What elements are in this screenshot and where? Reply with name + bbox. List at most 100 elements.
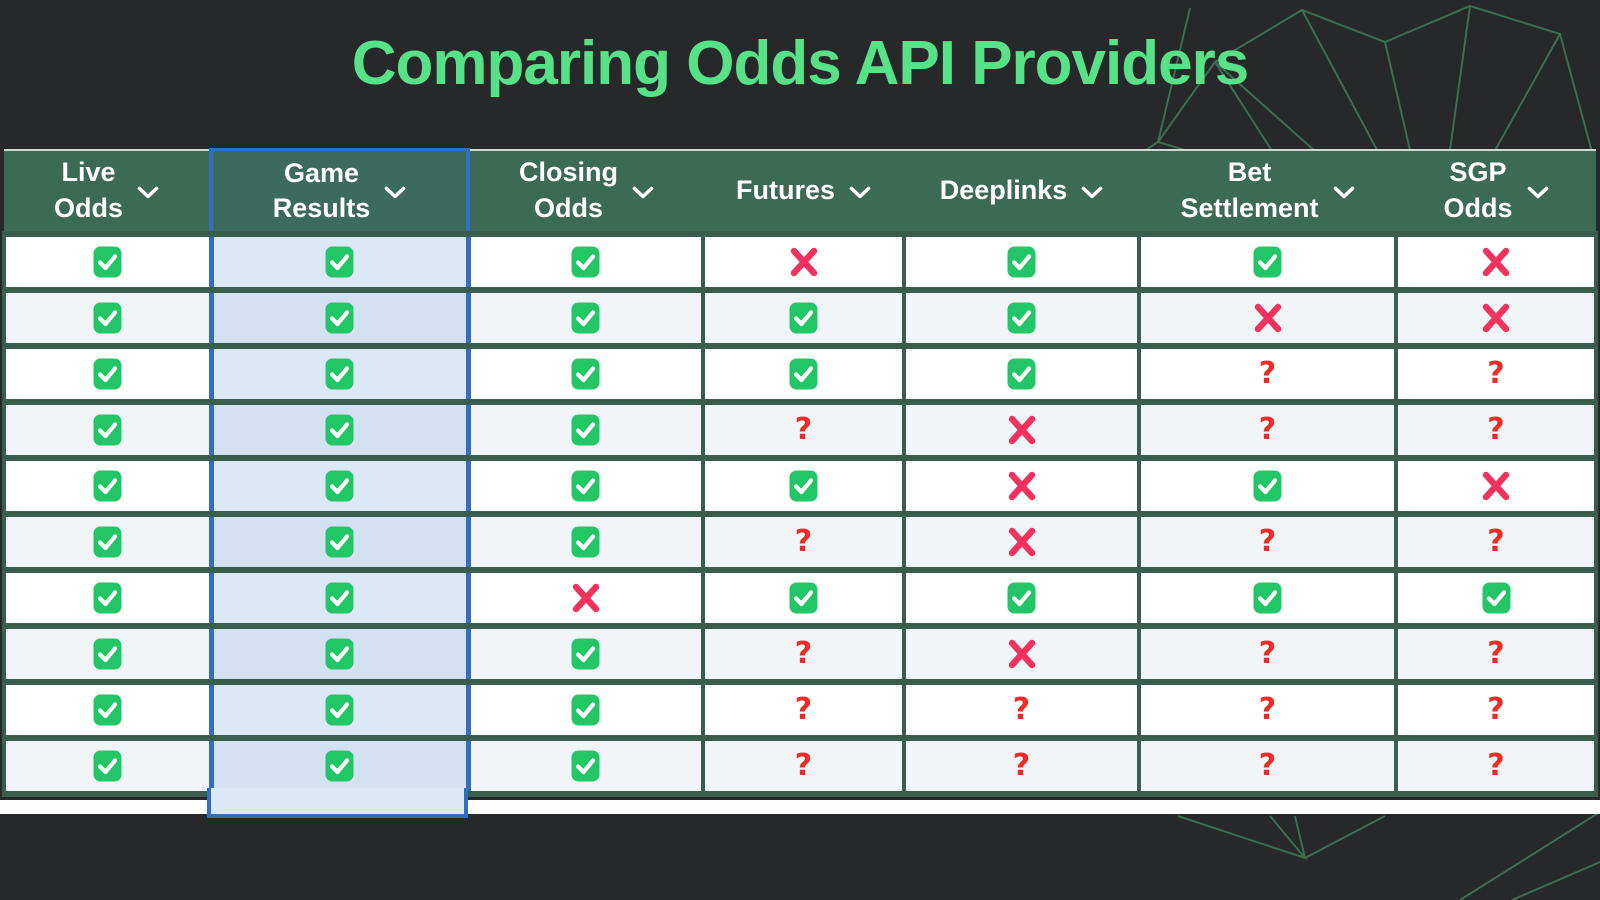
column-label: Closing Odds: [519, 157, 618, 223]
check-icon: [571, 470, 600, 502]
cross-icon: [789, 247, 819, 277]
column-header-deeplinks[interactable]: Deeplinks: [904, 148, 1139, 237]
cell-row5-col3: [466, 454, 705, 517]
question-icon: ?: [794, 747, 813, 783]
column-header-game-results[interactable]: Game Results: [209, 148, 470, 237]
column-label: SGP Odds: [1443, 157, 1513, 223]
cross-icon: [1253, 303, 1283, 333]
cell-row1-col3: [466, 230, 705, 293]
check-icon: [93, 750, 122, 782]
table-row: [2, 286, 1598, 349]
selected-column-extension: [207, 788, 468, 818]
cell-row10-col6: ?: [1137, 734, 1398, 797]
check-icon: [1482, 582, 1511, 614]
column-header-sgp-odds[interactable]: SGP Odds: [1396, 148, 1596, 237]
check-icon: [789, 582, 818, 614]
chevron-down-icon[interactable]: [384, 186, 406, 199]
column-header-closing-odds[interactable]: Closing Odds: [468, 148, 703, 237]
check-icon: [325, 750, 354, 782]
cell-row5-col1: [2, 454, 213, 517]
cell-row5-col2: [208, 454, 471, 517]
cell-row7-col1: [2, 566, 213, 629]
cross-icon: [1481, 471, 1511, 501]
cell-row2-col5: [902, 286, 1141, 349]
cell-row6-col4: ?: [701, 510, 906, 573]
table-row: [2, 230, 1598, 293]
column-label: Game Results: [272, 157, 371, 223]
check-icon: [571, 638, 600, 670]
cell-row3-col4: [701, 342, 906, 405]
column-header-content: Live Odds: [4, 155, 209, 225]
cell-row6-col7: ?: [1394, 510, 1598, 573]
cell-row10-col1: [2, 734, 213, 797]
check-icon: [325, 246, 354, 278]
cell-row8-col3: [466, 622, 705, 685]
table-row: ????: [2, 734, 1598, 797]
check-icon: [93, 582, 122, 614]
cell-row4-col6: ?: [1137, 398, 1398, 461]
cell-row8-col1: [2, 622, 213, 685]
cell-row1-col7: [1394, 230, 1598, 293]
check-icon: [1007, 582, 1036, 614]
column-header-futures[interactable]: Futures: [703, 148, 904, 237]
check-icon: [1253, 582, 1282, 614]
header-row: Live Odds Game Results Closing Odds Futures…: [4, 148, 1596, 237]
table-row: ??: [2, 342, 1598, 405]
cell-row8-col5: [902, 622, 1141, 685]
cell-row3-col3: [466, 342, 705, 405]
chevron-down-icon[interactable]: [1333, 186, 1355, 199]
check-icon: [93, 358, 122, 390]
table-row: ???: [2, 622, 1598, 685]
check-icon: [571, 526, 600, 558]
cross-icon: [1481, 303, 1511, 333]
cell-row2-col1: [2, 286, 213, 349]
check-icon: [325, 526, 354, 558]
chevron-down-icon[interactable]: [1081, 186, 1103, 199]
cross-icon: [1007, 471, 1037, 501]
cross-icon: [571, 583, 601, 613]
question-icon: ?: [1258, 635, 1277, 671]
cell-row10-col5: ?: [902, 734, 1141, 797]
check-icon: [93, 246, 122, 278]
cell-row9-col3: [466, 678, 705, 741]
chevron-down-icon[interactable]: [137, 186, 159, 199]
cell-row9-col2: [208, 678, 471, 741]
cell-row3-col5: [902, 342, 1141, 405]
check-icon: [571, 302, 600, 334]
check-icon: [325, 694, 354, 726]
chevron-down-icon[interactable]: [632, 186, 654, 199]
cell-row9-col4: ?: [701, 678, 906, 741]
cell-row4-col7: ?: [1394, 398, 1598, 461]
cell-row9-col6: ?: [1137, 678, 1398, 741]
comparison-table: Live Odds Game Results Closing Odds Futures…: [2, 148, 1598, 797]
check-icon: [789, 470, 818, 502]
cell-row4-col1: [2, 398, 213, 461]
column-header-bet-settlement[interactable]: Bet Settlement: [1139, 148, 1396, 237]
cell-row1-col4: [701, 230, 906, 293]
column-header-live-odds[interactable]: Live Odds: [4, 148, 211, 237]
cell-row2-col6: [1137, 286, 1398, 349]
cell-row1-col5: [902, 230, 1141, 293]
check-icon: [325, 470, 354, 502]
cell-row9-col7: ?: [1394, 678, 1598, 741]
cross-icon: [1007, 527, 1037, 557]
check-icon: [93, 302, 122, 334]
question-icon: ?: [1487, 411, 1505, 447]
cell-row7-col3: [466, 566, 705, 629]
question-icon: ?: [794, 523, 813, 559]
check-icon: [325, 638, 354, 670]
cell-row4-col2: [208, 398, 471, 461]
column-label: Live Odds: [53, 157, 123, 223]
check-icon: [325, 414, 354, 446]
question-icon: ?: [794, 691, 813, 727]
chevron-down-icon[interactable]: [1527, 186, 1549, 199]
cell-row9-col5: ?: [902, 678, 1141, 741]
page-title: Comparing Odds API Providers: [351, 29, 1249, 98]
chevron-down-icon[interactable]: [849, 186, 871, 199]
cell-row3-col2: [208, 342, 471, 405]
cell-row6-col5: [902, 510, 1141, 573]
check-icon: [325, 582, 354, 614]
table-row: ???: [2, 398, 1598, 461]
column-header-content: Closing Odds: [470, 155, 703, 225]
cell-row4-col3: [466, 398, 705, 461]
